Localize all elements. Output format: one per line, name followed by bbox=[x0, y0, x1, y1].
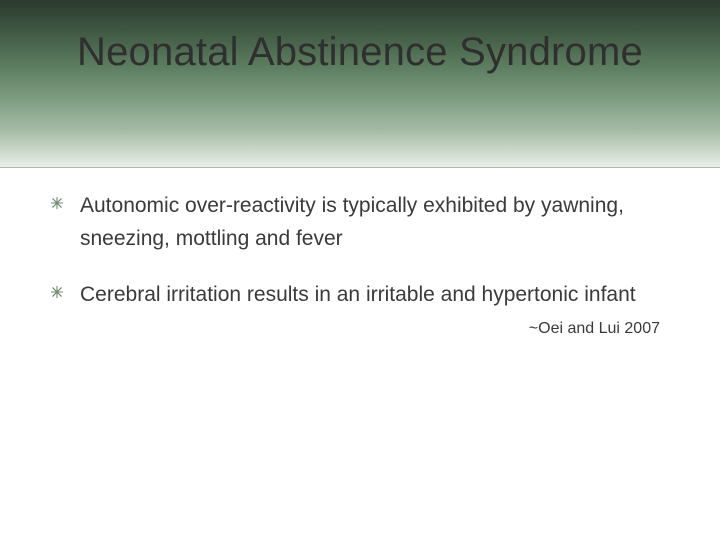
asterisk-icon bbox=[50, 285, 68, 303]
header-band: Neonatal Abstinence Syndrome bbox=[0, 0, 720, 168]
asterisk-icon bbox=[50, 196, 68, 214]
slide-body: Autonomic over-reactivity is typically e… bbox=[0, 168, 720, 312]
list-item: Cerebral irritation results in an irrita… bbox=[50, 279, 670, 312]
citation-text: ~Oei and Lui 2007 bbox=[529, 320, 660, 338]
list-item: Autonomic over-reactivity is typically e… bbox=[50, 190, 670, 255]
bullet-text: Cerebral irritation results in an irrita… bbox=[80, 279, 670, 312]
slide-title: Neonatal Abstinence Syndrome bbox=[0, 30, 720, 75]
bullet-text: Autonomic over-reactivity is typically e… bbox=[80, 190, 670, 255]
